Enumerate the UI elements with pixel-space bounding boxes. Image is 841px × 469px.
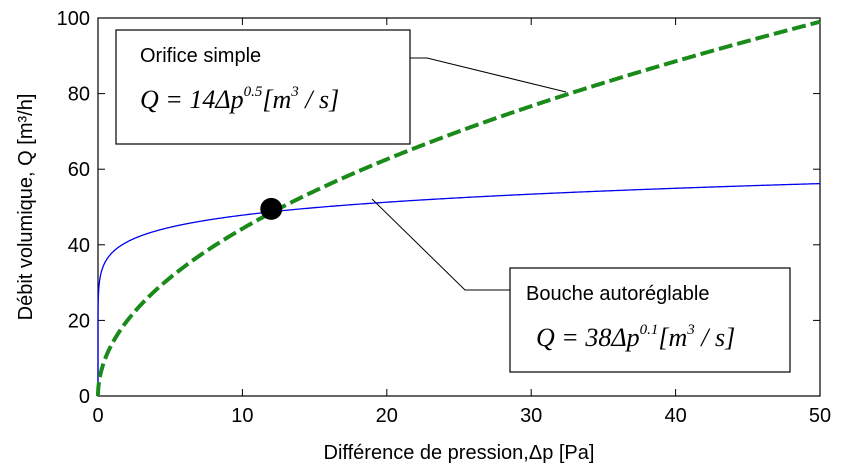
formula-orifice-lhs: Q = 14Δp bbox=[140, 85, 244, 114]
formula-orifice: Q = 14Δp0.5[m3 / s] bbox=[140, 84, 339, 114]
y-tick-label: 40 bbox=[68, 235, 90, 257]
y-axis-ticks: 0 20 40 60 80 100 bbox=[57, 8, 820, 408]
y-tick-label: 20 bbox=[68, 310, 90, 332]
y-tick-label: 0 bbox=[79, 386, 90, 408]
leader-line-bouche bbox=[371, 198, 510, 291]
formula-orifice-exp: 0.5 bbox=[244, 84, 263, 100]
x-axis-ticks: 0 10 20 30 40 50 bbox=[92, 18, 831, 427]
series-layer bbox=[96, 19, 821, 396]
annotation-orifice-title: Orifice simple bbox=[140, 45, 261, 67]
leader-line-orifice bbox=[410, 57, 567, 93]
x-tick-label: 30 bbox=[520, 405, 542, 427]
y-axis-label: Débit volumique, Q [m³/h] bbox=[15, 94, 37, 321]
x-tick-label: 50 bbox=[809, 405, 831, 427]
x-axis-label: Différence de pression,Δp [Pa] bbox=[324, 442, 595, 464]
formula-orifice-rhs: [m bbox=[262, 85, 291, 114]
formula-bouche-exp: 0.1 bbox=[640, 322, 659, 338]
formula-bouche-rhs: [m bbox=[658, 323, 687, 352]
x-tick-label: 20 bbox=[376, 405, 398, 427]
formula-bouche-lhs: Q = 38Δp bbox=[536, 323, 640, 352]
x-tick-label: 0 bbox=[92, 405, 103, 427]
intersection-marker bbox=[260, 197, 283, 220]
annotation-orifice: Orifice simple Q = 14Δp0.5[m3 / s] bbox=[115, 29, 411, 145]
x-tick-label: 10 bbox=[231, 405, 253, 427]
formula-bouche: Q = 38Δp0.1[m3 / s] bbox=[536, 322, 735, 352]
series-line-orifice bbox=[96, 19, 821, 396]
y-tick-label: 80 bbox=[68, 84, 90, 106]
formula-orifice-unit-exp: 3 bbox=[290, 84, 299, 100]
y-tick-label: 100 bbox=[57, 8, 90, 30]
annotation-bouche-title: Bouche autoréglable bbox=[526, 283, 709, 305]
formula-bouche-unit-exp: 3 bbox=[686, 322, 695, 338]
series-line-bouche bbox=[97, 182, 821, 396]
y-tick-label: 60 bbox=[68, 159, 90, 181]
formula-bouche-tail: / s] bbox=[695, 323, 735, 352]
x-tick-label: 40 bbox=[664, 405, 686, 427]
formula-orifice-tail: / s] bbox=[299, 85, 339, 114]
annotation-bouche: Bouche autoréglable Q = 38Δp0.1[m3 / s] bbox=[509, 267, 791, 373]
